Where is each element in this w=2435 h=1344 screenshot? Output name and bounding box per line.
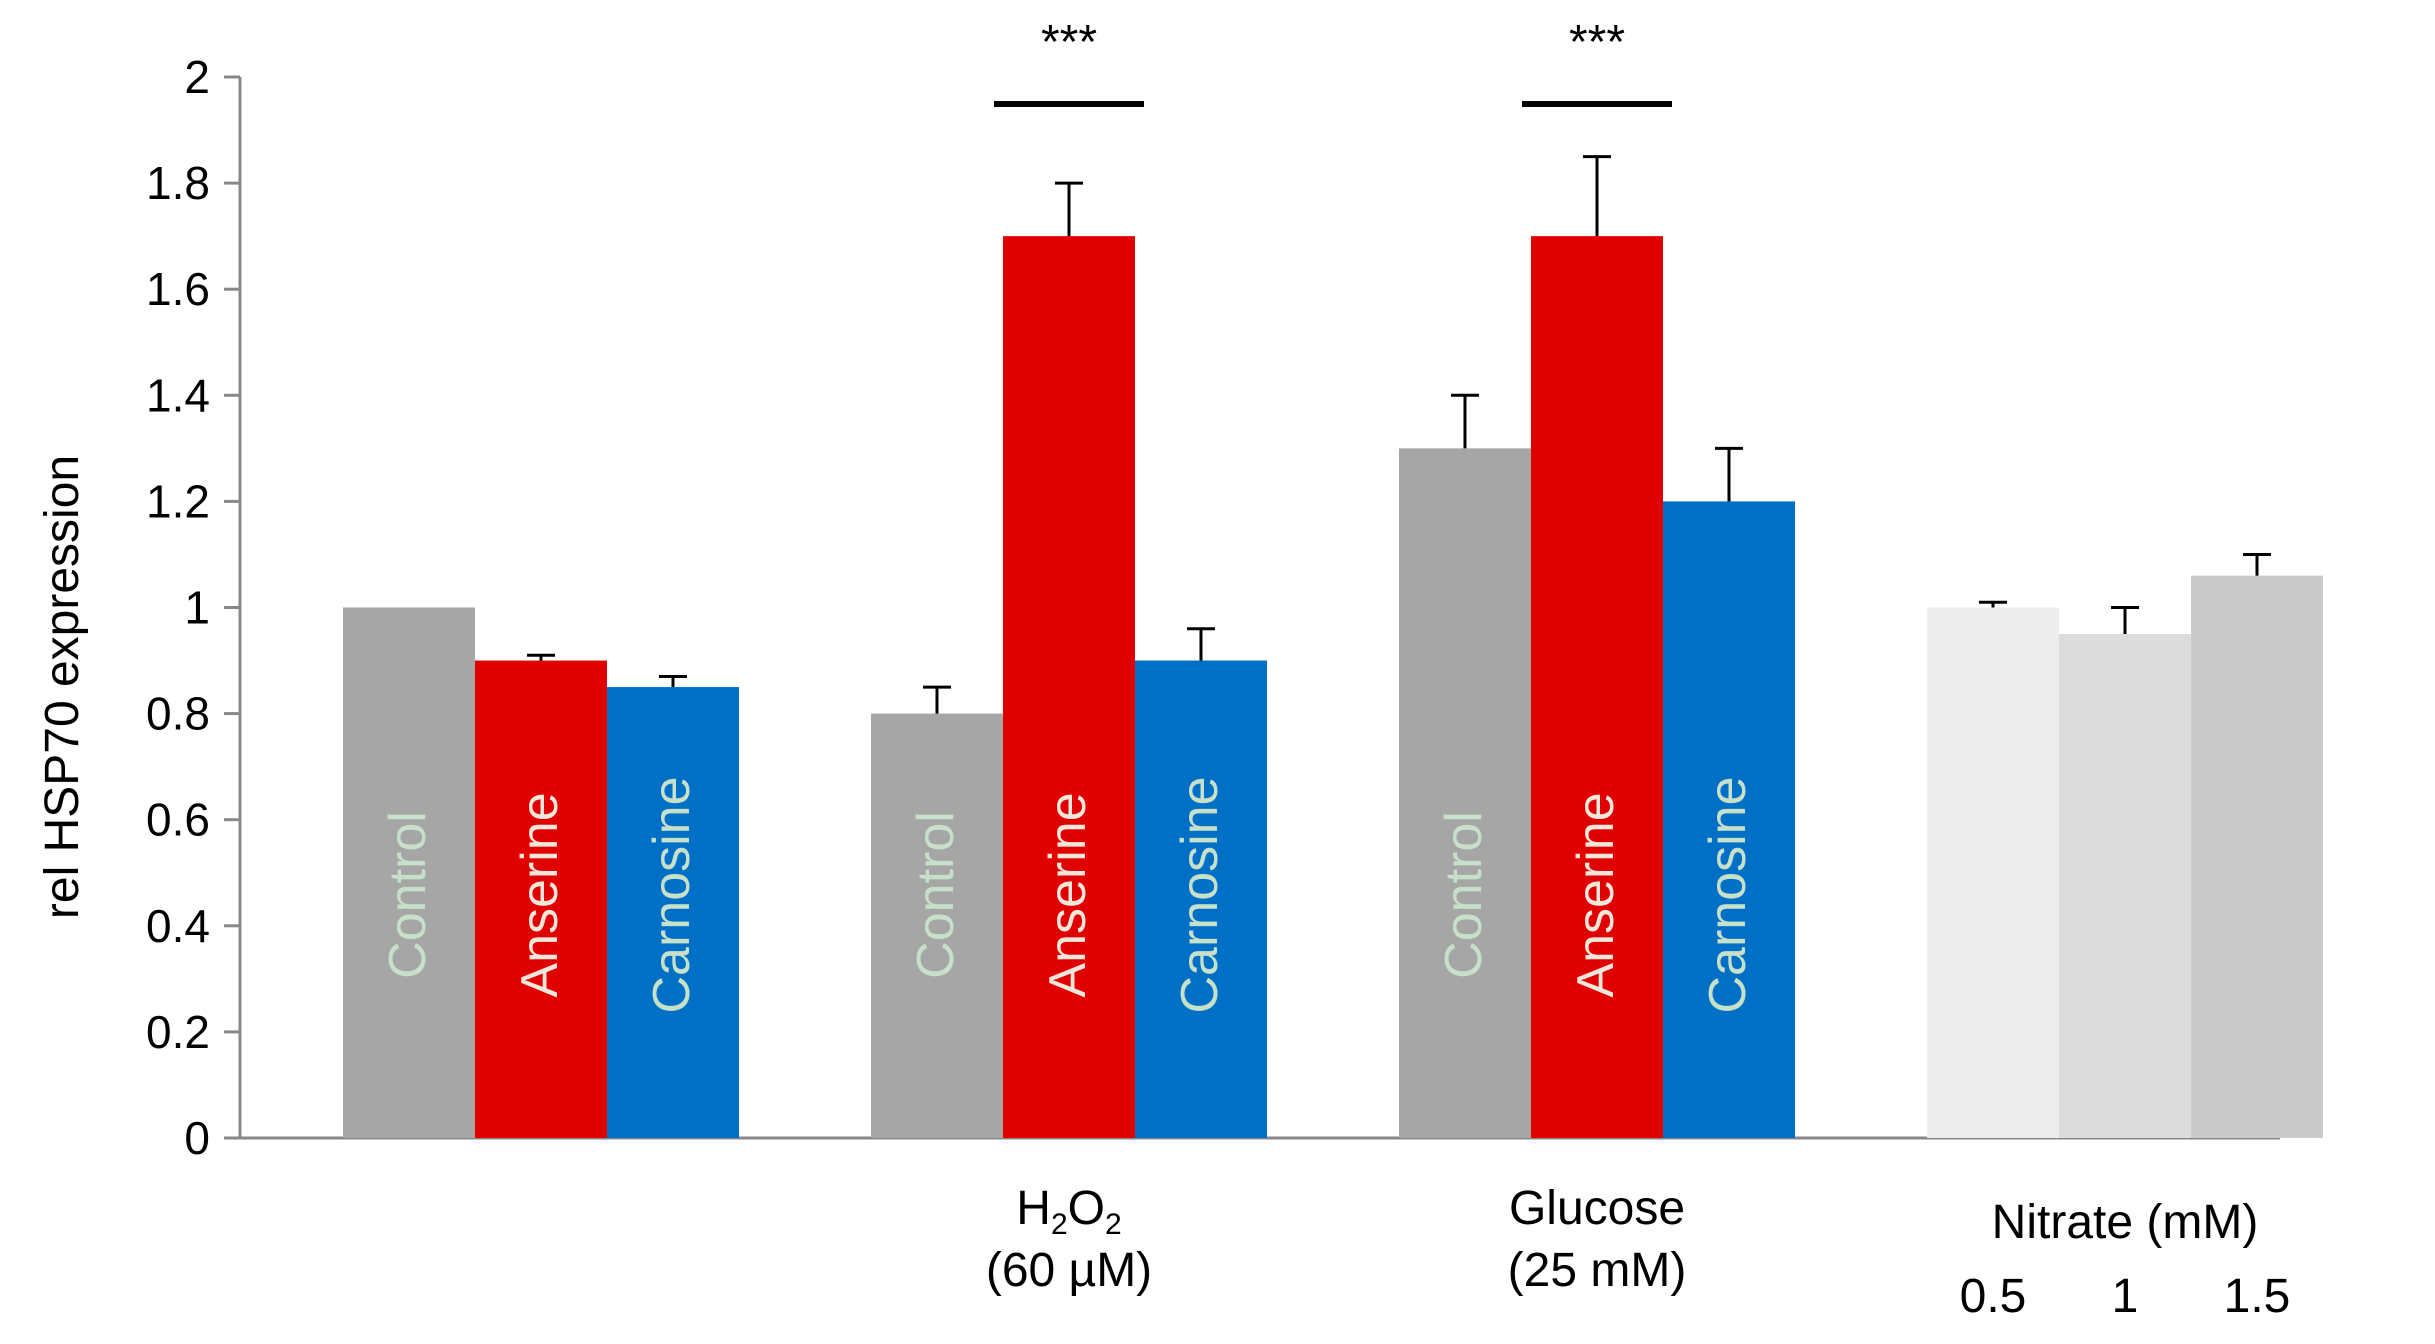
bar-label-carnosine: Carnosine (1171, 776, 1229, 1013)
y-tick-label: 0.8 (146, 688, 210, 740)
bar-h2o2-control (871, 713, 1003, 1138)
y-tick-label: 0.2 (146, 1006, 210, 1058)
bar-label-carnosine: Carnosine (1699, 776, 1757, 1013)
bar-labels: Control Anserine Carnosine Control Anserine C… (379, 776, 1757, 1013)
bar-h2o2-anserine (1003, 236, 1135, 1138)
bar-h2o2-carnosine (1135, 660, 1267, 1138)
bar-nitrate-dose-1.5 (2191, 575, 2323, 1138)
error-bars (527, 155, 2271, 714)
y-tick-label: 2 (184, 51, 210, 103)
y-tick-label: 1.4 (146, 369, 210, 421)
bar-baseline-anserine (475, 660, 607, 1138)
group-label-h2o2: (60 µM) (986, 1244, 1152, 1297)
bar-label-anserine: Anserine (1039, 792, 1097, 997)
x-axis-labels: H2O2(60 µM) Glucose (25 mM) 0.5 1 1.5 Nitrate … (986, 1182, 2291, 1323)
bar-nitrate-dose-0.5 (1927, 607, 2059, 1138)
bars (343, 236, 2323, 1139)
y-tick-label: 1.8 (146, 157, 210, 209)
significance-stars: *** (1569, 16, 1625, 69)
group-label-glucose: Glucose (1509, 1182, 1685, 1235)
bar-label-control: Control (379, 811, 437, 979)
y-tick-label: 0.4 (146, 900, 210, 952)
bar-label-anserine: Anserine (511, 792, 569, 997)
significance-stars: *** (1041, 16, 1097, 69)
bar-glucose-anserine (1531, 236, 1663, 1138)
y-tick-label: 1.6 (146, 263, 210, 315)
group-label-glucose: (25 mM) (1508, 1244, 1687, 1297)
y-tick-label: 1 (184, 582, 210, 634)
bar-baseline-carnosine (607, 687, 739, 1138)
bar-glucose-carnosine (1663, 501, 1795, 1138)
x-tick-label: 1 (2112, 1270, 2139, 1323)
bar-label-control: Control (1435, 811, 1493, 979)
group-label-nitrate: Nitrate (mM) (1992, 1196, 2259, 1249)
x-tick-label: 1.5 (2224, 1270, 2291, 1323)
significance-markers: *** *** (994, 16, 1672, 107)
y-tick-label: 0.6 (146, 794, 210, 846)
y-tick-label: 0 (184, 1112, 210, 1164)
bar-label-control: Control (907, 811, 965, 979)
bar-label-carnosine: Carnosine (643, 776, 701, 1013)
y-axis: 0 0.2 0.4 0.6 0.8 1 1.2 1.4 1.6 1.8 2 (146, 51, 2280, 1164)
bar-nitrate-dose-1 (2059, 634, 2191, 1138)
group-label-h2o2: H2O2 (1016, 1182, 1121, 1241)
y-axis-label: rel HSP70 expression (36, 455, 89, 919)
x-tick-label: 0.5 (1960, 1270, 2027, 1323)
bar-label-anserine: Anserine (1567, 792, 1625, 997)
bar-glucose-control (1399, 448, 1531, 1139)
y-tick-label: 1.2 (146, 475, 210, 527)
bar-baseline-control (343, 607, 475, 1138)
